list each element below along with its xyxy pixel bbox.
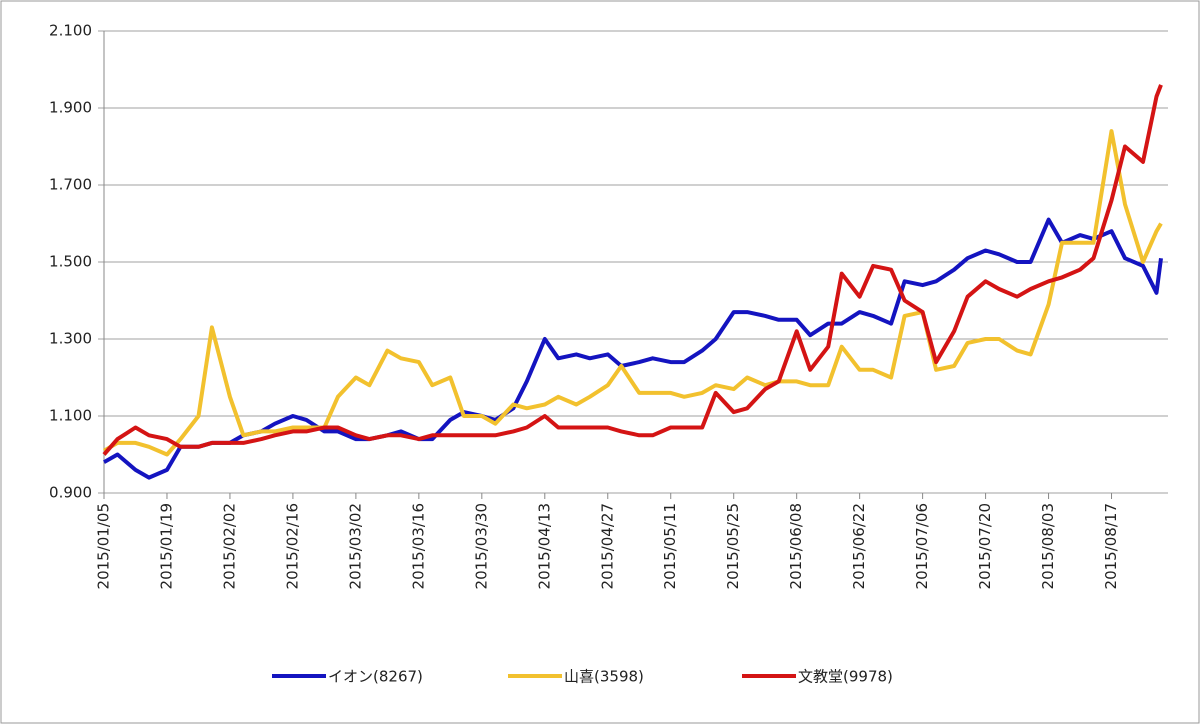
- series-line: [103, 217, 1163, 480]
- x-tick-label: 2015/05/25: [724, 503, 742, 589]
- x-tick-label: 2015/03/16: [409, 503, 427, 589]
- x-tick-label: 2015/07/06: [913, 503, 931, 589]
- x-tick-label: 2015/06/22: [850, 503, 868, 589]
- y-tick-label: 1.900: [49, 99, 92, 117]
- y-tick-label: 0.900: [49, 484, 92, 502]
- legend-label: 文教堂(9978): [798, 668, 893, 686]
- x-tick-label: 2015/06/08: [787, 503, 805, 589]
- y-tick-label: 1.100: [49, 407, 92, 425]
- y-tick-label: 1.500: [49, 253, 92, 271]
- y-tick-label: 1.300: [49, 330, 92, 348]
- legend-label: イオン(8267): [328, 668, 423, 686]
- x-tick-label: 2015/02/02: [220, 503, 238, 589]
- x-tick-label: 2015/03/30: [472, 503, 490, 589]
- x-tick-label: 2015/03/02: [346, 503, 364, 589]
- x-tick-label: 2015/08/03: [1039, 503, 1057, 589]
- x-tick-label: 2015/04/27: [598, 503, 616, 589]
- x-tick-label: 2015/01/05: [95, 503, 113, 589]
- x-tick-label: 2015/02/16: [283, 503, 301, 589]
- legend-label: 山喜(3598): [564, 668, 644, 686]
- x-tick-label: 2015/04/13: [535, 503, 553, 589]
- series-line: [102, 129, 1163, 457]
- y-tick-label: 1.700: [49, 176, 92, 194]
- x-tick-label: 2015/05/11: [661, 503, 679, 589]
- x-tick-label: 2015/07/20: [976, 503, 994, 589]
- x-tick-label: 2015/01/19: [157, 503, 175, 589]
- x-tick-label: 2015/08/17: [1102, 503, 1120, 589]
- y-tick-label: 2.100: [49, 22, 92, 40]
- series-line: [102, 84, 1163, 456]
